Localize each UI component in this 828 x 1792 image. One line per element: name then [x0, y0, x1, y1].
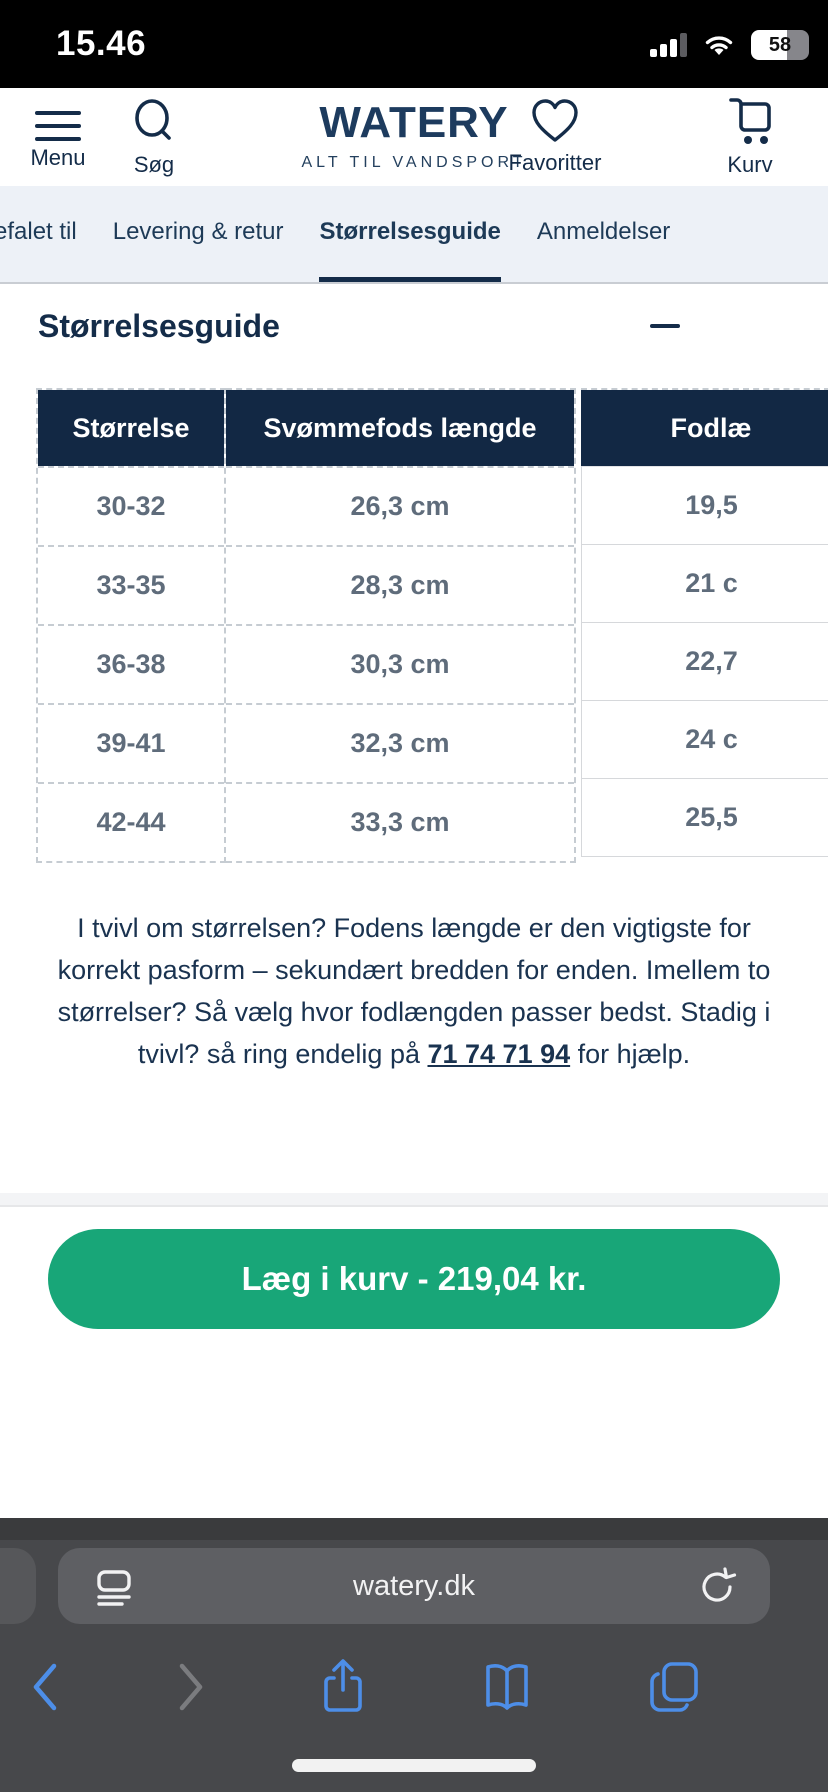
logo-text: WATERY — [319, 98, 509, 147]
table-column: Fodlæ 19,5 21 c 22,7 24 c 25,5 — [581, 388, 828, 863]
table-cell: 22,7 — [582, 623, 828, 701]
table-cell: 26,3 cm — [226, 466, 574, 545]
signal-icon — [650, 33, 687, 57]
table-cell: 33-35 — [38, 545, 224, 624]
table-header-cell: Fodlæ — [581, 390, 828, 466]
forward-icon[interactable] — [174, 1660, 208, 1714]
tab-3[interactable]: Anmeldelser — [536, 217, 671, 245]
bookmarks-icon[interactable] — [478, 1661, 536, 1713]
tabs-icon[interactable] — [648, 1660, 700, 1714]
table-cell: 30-32 — [38, 466, 224, 545]
battery-icon: 58 — [751, 30, 809, 60]
adjacent-tab-edge[interactable] — [0, 1548, 36, 1624]
table-cell: 33,3 cm — [226, 782, 574, 861]
menu-label: Menu — [30, 145, 86, 170]
menu-button[interactable]: Menu — [26, 102, 90, 171]
favorites-label: Favoritter — [508, 150, 602, 175]
favorites-button[interactable]: Favoritter — [490, 96, 620, 176]
search-label: Søg — [133, 152, 175, 177]
table-cell: 19,5 — [582, 466, 828, 545]
clock: 15.46 — [56, 24, 147, 63]
table-cell: 25,5 — [582, 779, 828, 857]
table-cell: 21 c — [582, 545, 828, 623]
logo[interactable]: WATERY ALT TIL VANDSPORT — [0, 98, 828, 172]
table-cell: 30,3 cm — [226, 624, 574, 703]
size-table: Størrelse 30-32 33-35 36-38 39-41 42-44 Svøm… — [36, 388, 828, 863]
add-to-cart-button[interactable]: Læg i kurv - 219,04 kr. — [48, 1229, 780, 1329]
table-header-cell: Svømmefods længde — [226, 390, 574, 466]
note-text: I tvivl om størrelsen? Fodens længde er … — [57, 913, 771, 1069]
browser-toolbar: watery.dk — [0, 1518, 828, 1792]
site-header: Menu Søg WATERY ALT TIL VANDSPORT Favori… — [0, 88, 828, 186]
cart-label: Kurv — [727, 152, 773, 177]
url-text: watery.dk — [353, 1569, 475, 1602]
collapse-minus-icon[interactable] — [650, 324, 680, 328]
tab-1[interactable]: Levering & retur — [112, 217, 284, 245]
reader-icon[interactable] — [94, 1566, 134, 1608]
table-column: Svømmefods længde 26,3 cm 28,3 cm 30,3 cm 3… — [226, 388, 576, 863]
table-column: Størrelse 30-32 33-35 36-38 39-41 42-44 — [36, 388, 226, 863]
table-cell: 32,3 cm — [226, 703, 574, 782]
table-cell: 28,3 cm — [226, 545, 574, 624]
size-guide-header[interactable]: Størrelsesguide — [0, 284, 828, 360]
share-icon[interactable] — [320, 1658, 366, 1716]
cart-button[interactable]: Kurv — [708, 96, 792, 178]
table-header-cell: Størrelse — [38, 390, 224, 466]
table-cell: 39-41 — [38, 703, 224, 782]
wifi-icon — [705, 36, 733, 55]
reload-icon[interactable] — [698, 1566, 738, 1608]
sticky-cart-panel: Læg i kurv - 219,04 kr. — [0, 1229, 828, 1393]
logo-tagline: ALT TIL VANDSPORT — [301, 154, 527, 171]
heart-icon — [532, 99, 578, 142]
tab-2[interactable]: Størrelsesguide — [319, 186, 501, 282]
home-indicator[interactable] — [292, 1759, 536, 1772]
table-cell: 42-44 — [38, 782, 224, 861]
phone-link[interactable]: 71 74 71 94 — [427, 1039, 571, 1069]
size-note: I tvivl om størrelsen? Fodens længde er … — [36, 907, 792, 1075]
address-bar[interactable]: watery.dk — [58, 1548, 770, 1624]
back-icon[interactable] — [28, 1660, 62, 1714]
hamburger-icon — [35, 111, 81, 141]
tab-bar: efalet til Levering & retur Størrelsesguid… — [0, 186, 828, 284]
content-divider — [0, 1193, 828, 1207]
status-bar: 15.46 58 — [0, 0, 828, 88]
battery-percent: 58 — [768, 33, 792, 56]
tab-0[interactable]: efalet til — [0, 217, 77, 245]
search-button[interactable]: Søg — [122, 96, 186, 178]
section-title: Størrelsesguide — [38, 308, 280, 344]
table-cell: 24 c — [582, 701, 828, 779]
toolbar-top-edge — [0, 1518, 828, 1540]
search-icon — [135, 99, 171, 140]
table-cell: 36-38 — [38, 624, 224, 703]
note-text-suffix: for hjælp. — [570, 1039, 691, 1069]
cart-icon — [729, 98, 771, 144]
